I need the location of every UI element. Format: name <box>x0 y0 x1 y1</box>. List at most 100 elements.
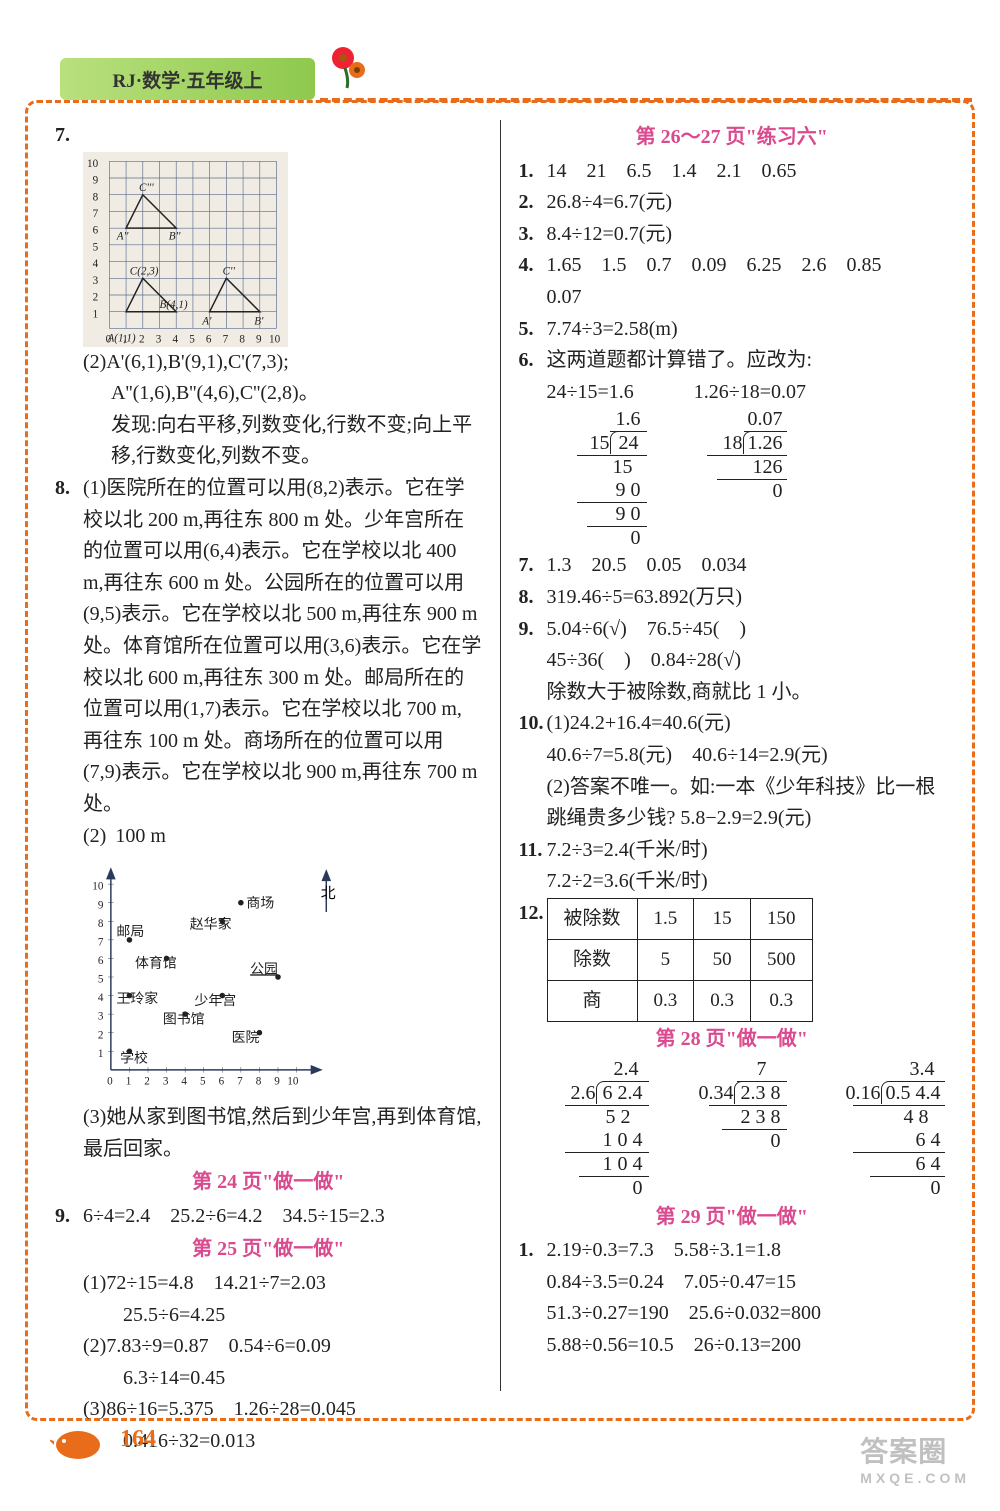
svg-text:9: 9 <box>98 899 104 911</box>
svg-text:5: 5 <box>189 333 195 345</box>
svg-text:0: 0 <box>107 1076 113 1088</box>
r-q9-l3: 除数大于被除数,商就比 1 小。 <box>547 677 946 709</box>
svg-text:7: 7 <box>93 208 99 220</box>
r-s29-l3: 5.88÷0.56=10.5 26÷0.13=200 <box>547 1330 946 1362</box>
sec25-l4: (3)86÷16=5.375 1.26÷28=0.045 <box>83 1394 482 1426</box>
r-q5: 7.74÷3=2.58(m) <box>547 314 946 346</box>
watermark: 答案圈 MXQE.COM <box>860 1430 970 1486</box>
r-q12: 12. 被除数 1.5 15 150 除数 5 50 500 商 0.3 0 <box>519 898 946 1022</box>
r-q11-l1: 7.2÷3=2.4(千米/时) <box>547 835 946 867</box>
svg-text:商场: 商场 <box>246 895 274 911</box>
svg-text:B': B' <box>254 315 264 327</box>
left-column: 7. A''B''C''' A(1,1)B(4,1 <box>55 120 482 1391</box>
watermark-main: 答案圈 <box>860 1436 947 1467</box>
table-row: 商 0.3 0.3 0.3 <box>547 980 812 1021</box>
right-column: 第 26～27 页"练习六" 1.14 21 6.5 1.4 2.1 0.65 … <box>519 120 946 1391</box>
q7-grid: A''B''C''' A(1,1)B(4,1)C(2,3) A'B'C'' 10… <box>83 152 288 347</box>
svg-text:邮局: 邮局 <box>116 924 144 940</box>
r-q6-num: 6. <box>519 345 547 377</box>
sec25-l3: 6.3÷14=0.45 <box>83 1363 482 1395</box>
sec24-title: 第 24 页"做一做" <box>55 1167 482 1199</box>
svg-text:图书馆: 图书馆 <box>163 1012 205 1028</box>
q6-longdivs: 1.6 1524 15 9 0 9 0 0 0.07 181.26 126 0 <box>547 408 946 550</box>
svg-text:8: 8 <box>256 1076 262 1088</box>
svg-text:5: 5 <box>93 241 99 253</box>
svg-text:3: 3 <box>98 1011 104 1023</box>
r-q10-l1: (1)24.2+16.4=40.6(元) <box>547 708 946 740</box>
longdiv-2: 0.07 181.26 126 0 <box>677 408 787 550</box>
r-q4-num: 4. <box>519 250 547 313</box>
svg-text:6: 6 <box>98 955 104 967</box>
svg-text:1: 1 <box>98 1048 104 1060</box>
r-q11-num: 11. <box>519 835 547 867</box>
r-q8-num: 8. <box>519 582 547 614</box>
r-q8: 319.46÷5=63.892(万只) <box>547 582 946 614</box>
svg-text:2: 2 <box>144 1076 150 1088</box>
svg-text:3: 3 <box>93 274 99 286</box>
q8-p2-label: (2) <box>83 825 106 847</box>
svg-text:A'': A'' <box>116 230 129 242</box>
sec24-q9-text: 6÷4=2.4 25.2÷6=4.2 34.5÷15=2.3 <box>83 1201 482 1233</box>
svg-text:8: 8 <box>239 333 245 345</box>
svg-text:6: 6 <box>219 1076 225 1088</box>
svg-text:3: 3 <box>156 333 162 345</box>
svg-text:C''': C''' <box>139 182 154 194</box>
svg-text:4: 4 <box>173 333 179 345</box>
svg-text:2: 2 <box>98 1029 104 1041</box>
svg-text:6: 6 <box>93 224 99 236</box>
svg-text:7: 7 <box>98 937 104 949</box>
sec25-l1: 25.5÷6=4.25 <box>83 1300 482 1332</box>
svg-text:少年宫: 少年宫 <box>194 993 236 1009</box>
q7-l3: 发现:向右平移,列数变化,行数不变;向上平移,行数变化,列数不变。 <box>83 410 482 473</box>
svg-text:6: 6 <box>206 333 212 345</box>
table-row: 被除数 1.5 15 150 <box>547 898 812 939</box>
r-q10-l3: (2)答案不唯一。如:一本《少年科技》比一根跳绳贵多少钱? 5.8−2.9=2.… <box>547 772 946 835</box>
svg-text:9: 9 <box>256 333 262 345</box>
svg-text:2: 2 <box>139 333 145 345</box>
content: 7. A''B''C''' A(1,1)B(4,1 <box>55 120 945 1391</box>
longdiv-a: 2.4 2.66 2.4 5 2 1 0 4 1 0 4 0 <box>529 1058 649 1200</box>
svg-text:5: 5 <box>98 974 104 986</box>
sec25-l0: (1)72÷15=4.8 14.21÷7=2.03 <box>83 1268 482 1300</box>
r-q2-num: 2. <box>519 187 547 219</box>
longdiv-1: 1.6 1524 15 9 0 9 0 0 <box>547 408 647 550</box>
r-q1-num: 1. <box>519 156 547 188</box>
r-q9-l1: 5.04÷6(√) 76.5÷45( ) <box>547 614 946 646</box>
svg-text:1: 1 <box>93 308 99 320</box>
sec24-q9: 9. 6÷4=2.4 25.2÷6=4.2 34.5÷15=2.3 <box>55 1201 482 1233</box>
svg-text:C(2,3): C(2,3) <box>130 265 159 277</box>
r-q11-l2: 7.2÷2=3.6(千米/时) <box>547 866 946 898</box>
svg-text:9: 9 <box>274 1076 280 1088</box>
svg-text:公园: 公园 <box>250 962 278 977</box>
r-q3: 8.4÷12=0.7(元) <box>547 219 946 251</box>
sec29-title: 第 29 页"做一做" <box>519 1202 946 1234</box>
r-s29-l2: 51.3÷0.27=190 25.6÷0.032=800 <box>547 1298 946 1330</box>
r-q4: 1.65 1.5 0.7 0.09 6.25 2.6 0.85 0.07 <box>547 250 946 313</box>
svg-text:3: 3 <box>163 1076 169 1088</box>
q7-l2: A''(1,6),B''(4,6),C''(2,8)。 <box>83 378 482 410</box>
svg-text:8: 8 <box>93 191 99 203</box>
svg-text:B(4,1): B(4,1) <box>160 299 188 311</box>
column-separator <box>500 120 501 1391</box>
sec25-l2: (2)7.83÷9=0.87 0.54÷6=0.09 <box>83 1331 482 1363</box>
watermark-sub: MXQE.COM <box>860 1470 970 1486</box>
r-q10-l2: 40.6÷7=5.8(元) 40.6÷14=2.9(元) <box>547 740 946 772</box>
q8-chart: 北 10987654321 012345678910 商场 赵华家 邮局 体育馆… <box>83 852 343 1102</box>
sec26-title: 第 26～27 页"练习六" <box>519 122 946 154</box>
svg-text:4: 4 <box>181 1076 187 1088</box>
table-row: 除数 5 50 500 <box>547 939 812 980</box>
page-number: 164 <box>120 1426 156 1453</box>
r-q1: 14 21 6.5 1.4 2.1 0.65 <box>547 156 946 188</box>
north-label: 北 <box>321 885 336 902</box>
q8-p3: (3)她从家到图书馆,然后到少年宫,再到体育馆,最后回家。 <box>83 1102 482 1165</box>
svg-text:1: 1 <box>122 333 128 345</box>
svg-text:7: 7 <box>237 1076 243 1088</box>
svg-text:7: 7 <box>223 333 229 345</box>
svg-text:医院: 医院 <box>232 1030 260 1046</box>
r-q5-num: 5. <box>519 314 547 346</box>
r-q6-eq1: 24÷15=1.6 <box>547 377 634 409</box>
sec28-title: 第 28 页"做一做" <box>519 1024 946 1056</box>
r-q10-num: 10. <box>519 708 547 740</box>
svg-text:体育馆: 体育馆 <box>135 956 177 972</box>
svg-text:10: 10 <box>269 333 281 345</box>
